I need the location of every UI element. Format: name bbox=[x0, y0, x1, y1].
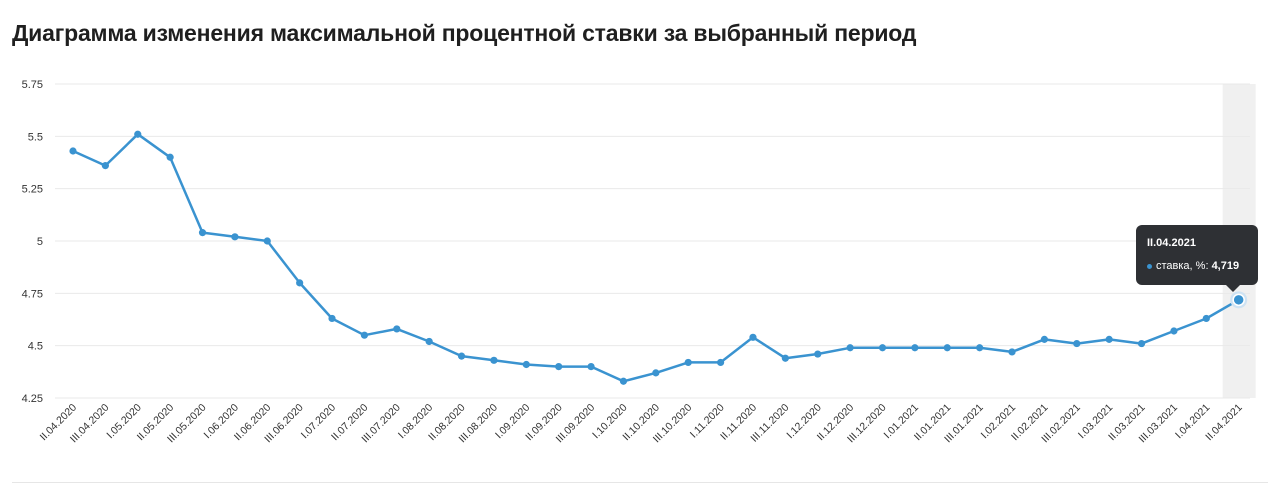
data-point[interactable] bbox=[1202, 314, 1210, 323]
data-point[interactable] bbox=[166, 153, 174, 161]
data-point[interactable] bbox=[749, 333, 757, 341]
data-point[interactable] bbox=[587, 363, 595, 371]
data-point[interactable] bbox=[490, 356, 498, 364]
y-tick-label: 5.5 bbox=[28, 131, 43, 143]
y-tick-label: 4.5 bbox=[28, 341, 43, 353]
data-point[interactable] bbox=[1008, 348, 1016, 356]
data-point[interactable] bbox=[976, 344, 984, 352]
data-point[interactable] bbox=[522, 360, 530, 369]
x-axis-labels: II.04.2020III.04.2020I.05.2020II.05.2020… bbox=[38, 402, 1245, 446]
data-point[interactable] bbox=[781, 354, 789, 362]
series-line[interactable] bbox=[72, 132, 1240, 383]
tooltip-value: 4,719 bbox=[1211, 260, 1240, 272]
data-point[interactable] bbox=[360, 331, 369, 339]
series-dot-icon bbox=[1147, 263, 1152, 269]
y-tick-label: 5.75 bbox=[22, 79, 43, 91]
data-point[interactable] bbox=[425, 337, 433, 346]
data-point[interactable] bbox=[101, 162, 109, 170]
data-points bbox=[69, 130, 1248, 385]
data-point[interactable] bbox=[69, 147, 77, 155]
data-point[interactable] bbox=[1105, 335, 1113, 343]
tooltip-date: II.04.2021 bbox=[1147, 237, 1196, 249]
y-tick-label: 4.25 bbox=[22, 393, 43, 405]
y-tick-label: 4.75 bbox=[22, 288, 43, 300]
data-point[interactable] bbox=[457, 352, 466, 360]
data-point[interactable] bbox=[911, 344, 919, 352]
tooltip-series-label: ставка, %: bbox=[1156, 260, 1209, 272]
data-point[interactable] bbox=[134, 130, 142, 138]
tooltip: II.04.2021 ставка, %: 4,719 bbox=[1136, 225, 1258, 292]
data-point[interactable] bbox=[393, 325, 401, 333]
data-point[interactable] bbox=[1170, 327, 1178, 335]
data-point-selected[interactable] bbox=[1232, 293, 1245, 307]
y-tick-label: 5.25 bbox=[22, 184, 43, 196]
data-point[interactable] bbox=[684, 358, 692, 367]
data-point[interactable] bbox=[1073, 339, 1081, 348]
data-point[interactable] bbox=[943, 344, 951, 352]
data-point[interactable] bbox=[1137, 339, 1146, 348]
data-point[interactable] bbox=[263, 237, 271, 245]
data-point[interactable] bbox=[846, 344, 854, 352]
data-point[interactable] bbox=[878, 344, 887, 352]
gridlines bbox=[55, 83, 1250, 399]
data-point[interactable] bbox=[296, 279, 304, 287]
y-axis-labels: 4.25 4.5 4.75 5 5.25 5.5 5.75 bbox=[22, 79, 43, 405]
data-point[interactable] bbox=[555, 363, 563, 371]
data-point[interactable] bbox=[231, 233, 239, 241]
y-tick-label: 5 bbox=[37, 236, 43, 248]
bottom-divider bbox=[12, 482, 1268, 483]
data-point[interactable] bbox=[1040, 335, 1048, 343]
data-point[interactable] bbox=[652, 369, 660, 377]
data-point[interactable] bbox=[619, 377, 628, 385]
page-title: Диаграмма изменения максимальной процент… bbox=[12, 20, 917, 46]
data-point[interactable] bbox=[328, 314, 336, 323]
data-point[interactable] bbox=[198, 229, 207, 237]
data-point[interactable] bbox=[814, 350, 822, 358]
tooltip-row: ставка, %: 4,719 bbox=[1147, 260, 1239, 272]
data-point[interactable] bbox=[717, 358, 725, 367]
